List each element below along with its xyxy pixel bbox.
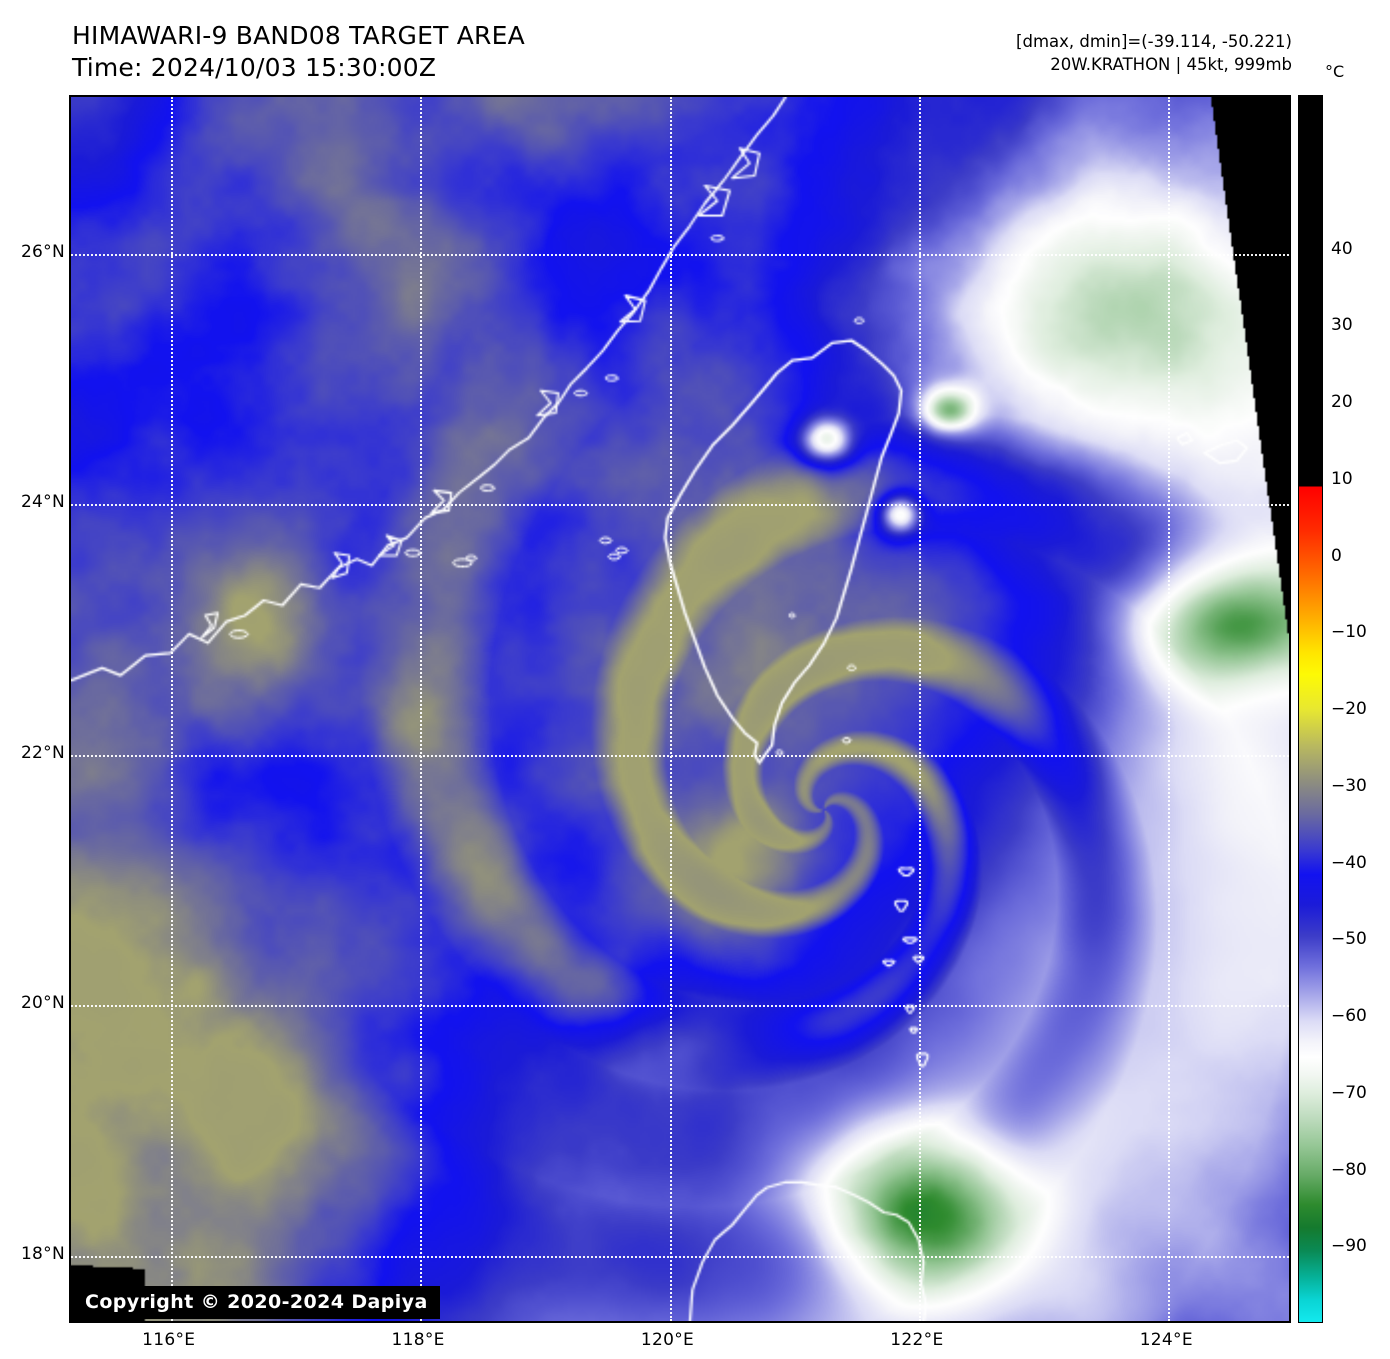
temperature-colorbar[interactable]	[1298, 95, 1323, 1323]
satellite-imagery-canvas	[71, 97, 1289, 1321]
latitude-tick-label: 18°N	[20, 1244, 65, 1265]
storm-info-label: 20W.KRATHON | 45kt, 999mb	[1050, 55, 1292, 74]
timestamp-label: Time: 2024/10/03 15:30:00Z	[72, 53, 437, 82]
copyright-watermark: Copyright © 2020-2024 Dapiya	[73, 1286, 440, 1319]
colorbar-tick-label: 20	[1331, 392, 1353, 412]
longitude-tick-label: 116°E	[142, 1330, 196, 1350]
header-left-block: HIMAWARI-9 BAND08 TARGET AREA Time: 2024…	[72, 20, 525, 84]
colorbar-tick-label: 40	[1331, 238, 1353, 259]
colorbar-tick-label: 10	[1331, 468, 1353, 489]
colorbar-tick-label: −80	[1331, 1159, 1367, 1180]
colorbar-tick-label: −90	[1331, 1236, 1367, 1257]
latitude-tick-label: 24°N	[20, 492, 65, 513]
longitude-tick-label: 118°E	[391, 1330, 445, 1350]
colorbar-tick-label: −70	[1331, 1082, 1367, 1103]
colorbar-tick-label: −20	[1331, 699, 1367, 719]
page-title: HIMAWARI-9 BAND08 TARGET AREA	[72, 21, 525, 50]
longitude-tick-label: 124°E	[1139, 1330, 1193, 1350]
latitude-tick-label: 20°N	[20, 993, 65, 1014]
dminmax-label: [dmax, dmin]=(-39.114, -50.221)	[1016, 32, 1292, 51]
colorbar-tick-label: −10	[1331, 622, 1367, 643]
satellite-image-plot[interactable]: Copyright © 2020-2024 Dapiya	[69, 95, 1291, 1323]
longitude-tick-label: 120°E	[640, 1330, 695, 1350]
colorbar-tick-label: 0	[1331, 545, 1342, 566]
latitude-tick-label: 22°N	[20, 742, 65, 763]
colorbar-tick-label: 30	[1331, 315, 1353, 336]
colorbar-tick-label: −50	[1331, 929, 1367, 950]
longitude-tick-label: 122°E	[890, 1330, 944, 1350]
header-right-block: [dmax, dmin]=(-39.114, -50.221) 20W.KRAT…	[1016, 30, 1292, 76]
latitude-tick-label: 26°N	[20, 241, 65, 262]
colorbar-tick-label: −40	[1331, 852, 1367, 873]
colorbar-tick-label: −60	[1331, 1006, 1367, 1026]
colorbar-unit-label: °C	[1325, 62, 1345, 81]
colorbar-tick-label: −30	[1331, 775, 1367, 796]
